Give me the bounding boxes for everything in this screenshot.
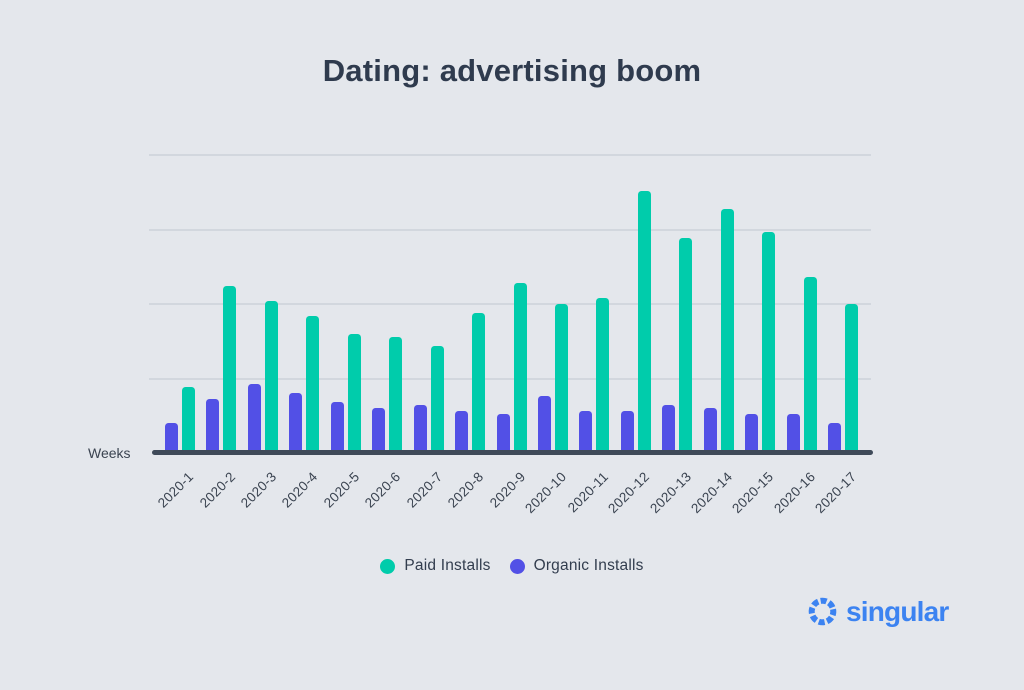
x-axis-label-2020-1: 2020-1 — [154, 469, 197, 511]
x-axis-label-2020-5: 2020-5 — [320, 469, 363, 511]
paid-bar-2020-9 — [513, 283, 527, 453]
x-axis-label-2020-4: 2020-4 — [279, 469, 321, 511]
bar-group-2020-2 — [206, 155, 237, 453]
legend-dot-organic-icon — [509, 558, 525, 574]
x-axis-label-2020-11: 2020-11 — [564, 469, 611, 516]
organic-bar-2020-11 — [579, 411, 593, 453]
x-axis-label-2020-15: 2020-15 — [729, 469, 777, 517]
organic-bar-2020-6 — [372, 408, 386, 453]
organic-bar-2020-9 — [496, 414, 510, 453]
paid-bar-2020-8 — [472, 312, 486, 453]
paid-bar-2020-6 — [389, 336, 403, 453]
organic-bar-2020-13 — [662, 405, 676, 453]
x-axis-label-2020-8: 2020-8 — [445, 469, 487, 511]
bar-group-2020-12 — [620, 155, 651, 453]
legend-item-organic: Organic Installs — [509, 557, 644, 575]
gridline — [149, 303, 871, 305]
paid-bar-2020-14 — [720, 208, 734, 453]
bar-group-2020-14 — [703, 155, 734, 453]
paid-bar-2020-2 — [223, 286, 237, 453]
x-labels: 2020-1 2020-2 2020-3 2020-4 2020-5 2020-6 2020… — [150, 155, 872, 516]
paid-bar-2020-15 — [762, 232, 776, 453]
bar-group-2020-15 — [745, 155, 776, 453]
legend: Paid Installs Organic Installs — [0, 557, 1024, 575]
bar-group-2020-16 — [786, 155, 817, 453]
bars — [165, 155, 858, 453]
paid-bar-2020-13 — [679, 238, 693, 453]
x-axis-title: Weeks — [88, 445, 131, 461]
bar-group-2020-9 — [496, 155, 527, 453]
gridline — [149, 377, 871, 380]
gridline — [149, 154, 871, 156]
organic-bar-2020-2 — [206, 399, 220, 453]
legend-label-paid: Paid Installs — [404, 557, 491, 574]
bar-group-2020-3 — [247, 155, 278, 453]
x-axis-label-2020-17: 2020-17 — [812, 469, 860, 517]
paid-bar-2020-12 — [637, 190, 651, 453]
organic-bar-2020-14 — [703, 408, 717, 453]
organic-bar-2020-8 — [455, 411, 469, 453]
paid-bar-2020-3 — [264, 301, 278, 453]
paid-bar-2020-11 — [596, 298, 610, 453]
legend-dot-paid-icon — [380, 558, 396, 574]
paid-bar-2020-10 — [554, 304, 568, 453]
bar-group-2020-10 — [537, 155, 568, 453]
x-axis-label-2020-14: 2020-14 — [688, 469, 736, 517]
singular-wordmark: singular — [846, 595, 949, 627]
organic-bar-2020-12 — [620, 411, 634, 453]
x-axis-line — [152, 450, 873, 455]
paid-bar-2020-7 — [430, 345, 444, 453]
paid-bar-2020-17 — [845, 304, 858, 453]
x-axis-label-2020-16: 2020-16 — [771, 469, 819, 517]
legend-item-paid: Paid Installs — [380, 557, 490, 575]
x-axis-label-2020-13: 2020-13 — [646, 469, 694, 517]
organic-bar-2020-15 — [745, 414, 759, 453]
gridline — [149, 228, 871, 231]
plot-area: 2020-1 2020-2 2020-3 2020-4 2020-5 2020-6 2020… — [149, 154, 873, 516]
bar-group-2020-8 — [455, 155, 486, 453]
gridlines — [149, 154, 872, 453]
chart-title: Dating: advertising boom — [322, 53, 702, 88]
paid-bar-2020-16 — [803, 277, 817, 453]
bar-group-2020-7 — [413, 155, 444, 453]
organic-bar-2020-4 — [289, 393, 303, 453]
organic-bar-2020-17 — [828, 423, 841, 453]
organic-bar-2020-10 — [537, 396, 551, 453]
organic-bar-2020-3 — [247, 384, 261, 453]
bar-group-2020-4 — [289, 155, 320, 453]
paid-bar-2020-1 — [182, 387, 195, 453]
x-axis-label-2020-3: 2020-3 — [237, 469, 280, 511]
x-axis-label-2020-10: 2020-10 — [522, 469, 570, 517]
x-axis-label-2020-2: 2020-2 — [196, 469, 239, 511]
x-axis-label-2020-6: 2020-6 — [362, 469, 404, 511]
paid-bar-2020-5 — [347, 333, 361, 453]
bar-group-2020-5 — [330, 155, 361, 453]
singular-aperture-icon — [808, 597, 837, 626]
bar-group-2020-6 — [372, 155, 403, 453]
bar-group-2020-17 — [828, 155, 858, 453]
bar-group-2020-11 — [579, 155, 610, 453]
legend-label-organic: Organic Installs — [533, 557, 644, 574]
bar-group-2020-13 — [662, 155, 693, 453]
organic-bar-2020-1 — [165, 423, 178, 453]
x-axis-label-2020-7: 2020-7 — [403, 469, 446, 511]
singular-logo: singular — [806, 595, 949, 628]
x-axis-label-2020-12: 2020-12 — [605, 469, 653, 517]
organic-bar-2020-7 — [413, 405, 427, 453]
organic-bar-2020-5 — [330, 402, 344, 453]
organic-bar-2020-16 — [786, 414, 800, 453]
bar-group-2020-1 — [165, 155, 195, 453]
paid-bar-2020-4 — [306, 315, 320, 453]
